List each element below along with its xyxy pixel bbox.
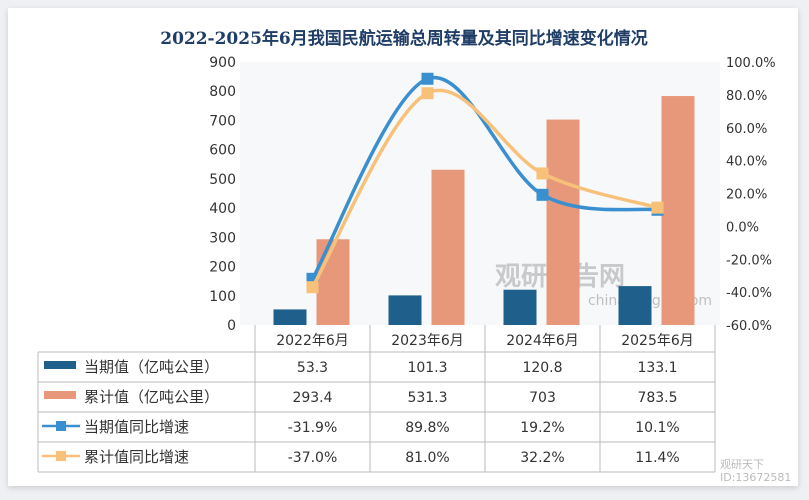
bar-cumulative — [546, 119, 580, 325]
watermark-line1: 观研天下 — [720, 458, 764, 471]
left-tick-label: 800 — [209, 84, 236, 100]
data-cell: 703 — [529, 390, 556, 406]
left-tick-label: 500 — [209, 172, 236, 188]
legend-label: 当期值（亿吨公里） — [84, 358, 219, 376]
bar-current — [388, 295, 422, 325]
right-tick-label: -40.0% — [726, 286, 772, 301]
bar-cumulative — [316, 239, 350, 325]
legend-marker — [56, 451, 66, 461]
bar-current — [503, 289, 537, 325]
category-label: 2025年6月 — [621, 333, 694, 349]
bar-cumulative — [431, 169, 465, 325]
legend-marker — [56, 421, 66, 431]
data-cell: 120.8 — [522, 360, 562, 376]
data-cell: 133.1 — [637, 360, 677, 376]
bar-current — [273, 309, 307, 325]
category-label: 2024年6月 — [506, 333, 579, 349]
legend-swatch — [44, 361, 76, 369]
data-cell: -31.9% — [288, 420, 338, 436]
legend-label: 累计值（亿吨公里） — [84, 388, 219, 406]
data-cell: 19.2% — [520, 420, 564, 436]
left-tick-label: 300 — [209, 230, 236, 246]
right-tick-label: 60.0% — [726, 122, 767, 137]
data-cell: 531.3 — [407, 390, 447, 406]
legend-label: 当期值同比增速 — [84, 418, 189, 436]
line-marker — [421, 72, 434, 85]
legend-label: 累计值同比增速 — [84, 448, 189, 466]
left-tick-label: 600 — [209, 143, 236, 159]
left-tick-label: 100 — [209, 289, 236, 305]
data-cell: -37.0% — [288, 450, 338, 466]
right-tick-label: -20.0% — [726, 253, 772, 268]
chart-title: 2022-2025年6月我国民航运输总周转量及其同比增速变化情况 — [160, 28, 648, 49]
legend-swatch — [44, 391, 76, 399]
data-cell: 101.3 — [407, 360, 447, 376]
data-cell: 783.5 — [637, 390, 677, 406]
left-tick-label: 0 — [227, 318, 236, 334]
watermark-line2: ID:13672581 — [720, 471, 792, 484]
left-tick-label: 200 — [209, 260, 236, 276]
right-tick-label: 80.0% — [726, 89, 767, 104]
category-label: 2023年6月 — [391, 333, 464, 349]
line-cumulative-growth — [310, 88, 658, 289]
bar-cumulative — [661, 96, 695, 326]
data-cell: 293.4 — [292, 390, 332, 406]
right-tick-label: 0.0% — [726, 220, 759, 235]
data-cell: 53.3 — [297, 360, 328, 376]
line-marker — [306, 281, 319, 294]
corner-watermark: 观研天下 ID:13672581 — [720, 458, 791, 484]
line-marker — [421, 87, 434, 100]
line-marker — [651, 201, 664, 214]
data-cell: 11.4% — [635, 450, 679, 466]
right-tick-label: -60.0% — [726, 319, 772, 334]
data-cell: 89.8% — [405, 420, 449, 436]
data-cell: 10.1% — [635, 420, 679, 436]
left-tick-label: 400 — [209, 201, 236, 217]
right-tick-label: 100.0% — [726, 56, 776, 71]
right-tick-label: 40.0% — [726, 155, 767, 170]
left-tick-label: 900 — [209, 55, 236, 71]
data-cell: 81.0% — [405, 450, 449, 466]
right-tick-label: 20.0% — [726, 188, 767, 203]
left-tick-label: 700 — [209, 113, 236, 129]
category-label: 2022年6月 — [276, 333, 349, 349]
line-marker — [536, 167, 549, 180]
bar-current — [618, 286, 652, 325]
data-cell: 32.2% — [520, 450, 564, 466]
line-marker — [536, 188, 549, 201]
